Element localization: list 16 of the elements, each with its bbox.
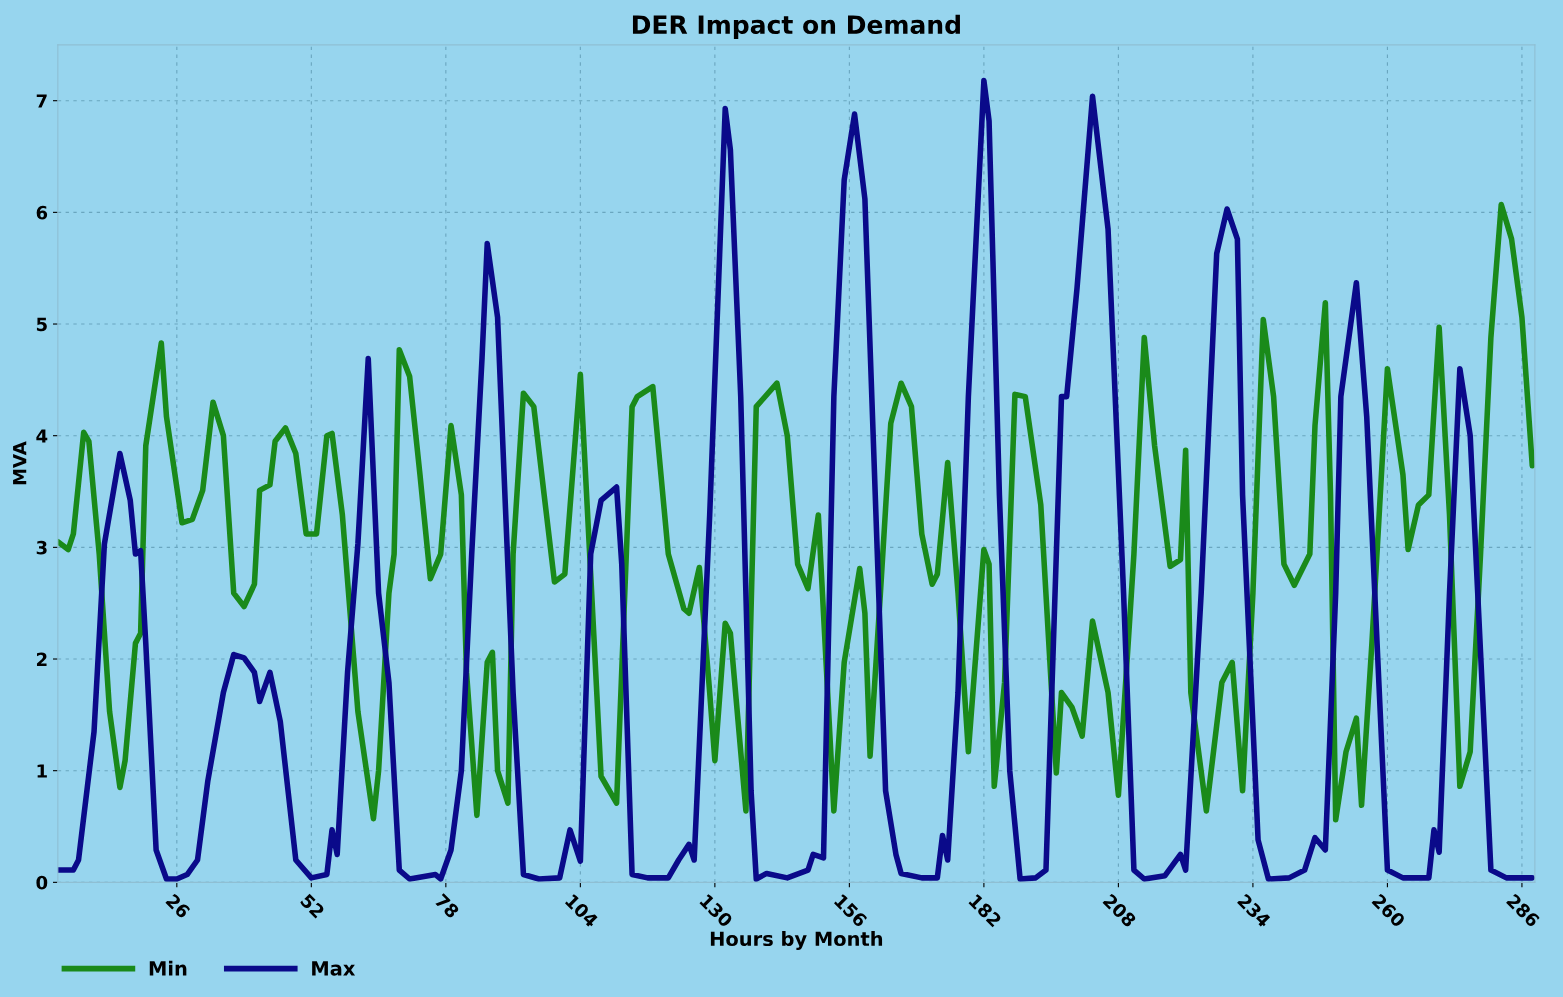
x-tick-label: 78 [434,893,460,919]
y-tick-label: 1 [37,764,47,778]
y-tick-label: 2 [36,652,47,666]
legend-label: Min [149,960,187,976]
y-tick-label: 5 [36,317,47,332]
legend-label: Max [312,961,356,976]
y-tick-label: 3 [36,540,47,555]
y-tick-label: 0 [36,875,48,890]
y-axis-title: MVA [13,441,27,485]
y-tick-label: 7 [36,94,47,108]
x-tick-label: 26 [165,893,191,920]
x-axis-title: Hours by Month [710,931,883,951]
x-tick-label: 52 [299,893,326,919]
y-tick-label: 6 [36,205,48,220]
chart-title: DER Impact on Demand [632,14,960,39]
y-tick-label: 4 [36,429,48,443]
